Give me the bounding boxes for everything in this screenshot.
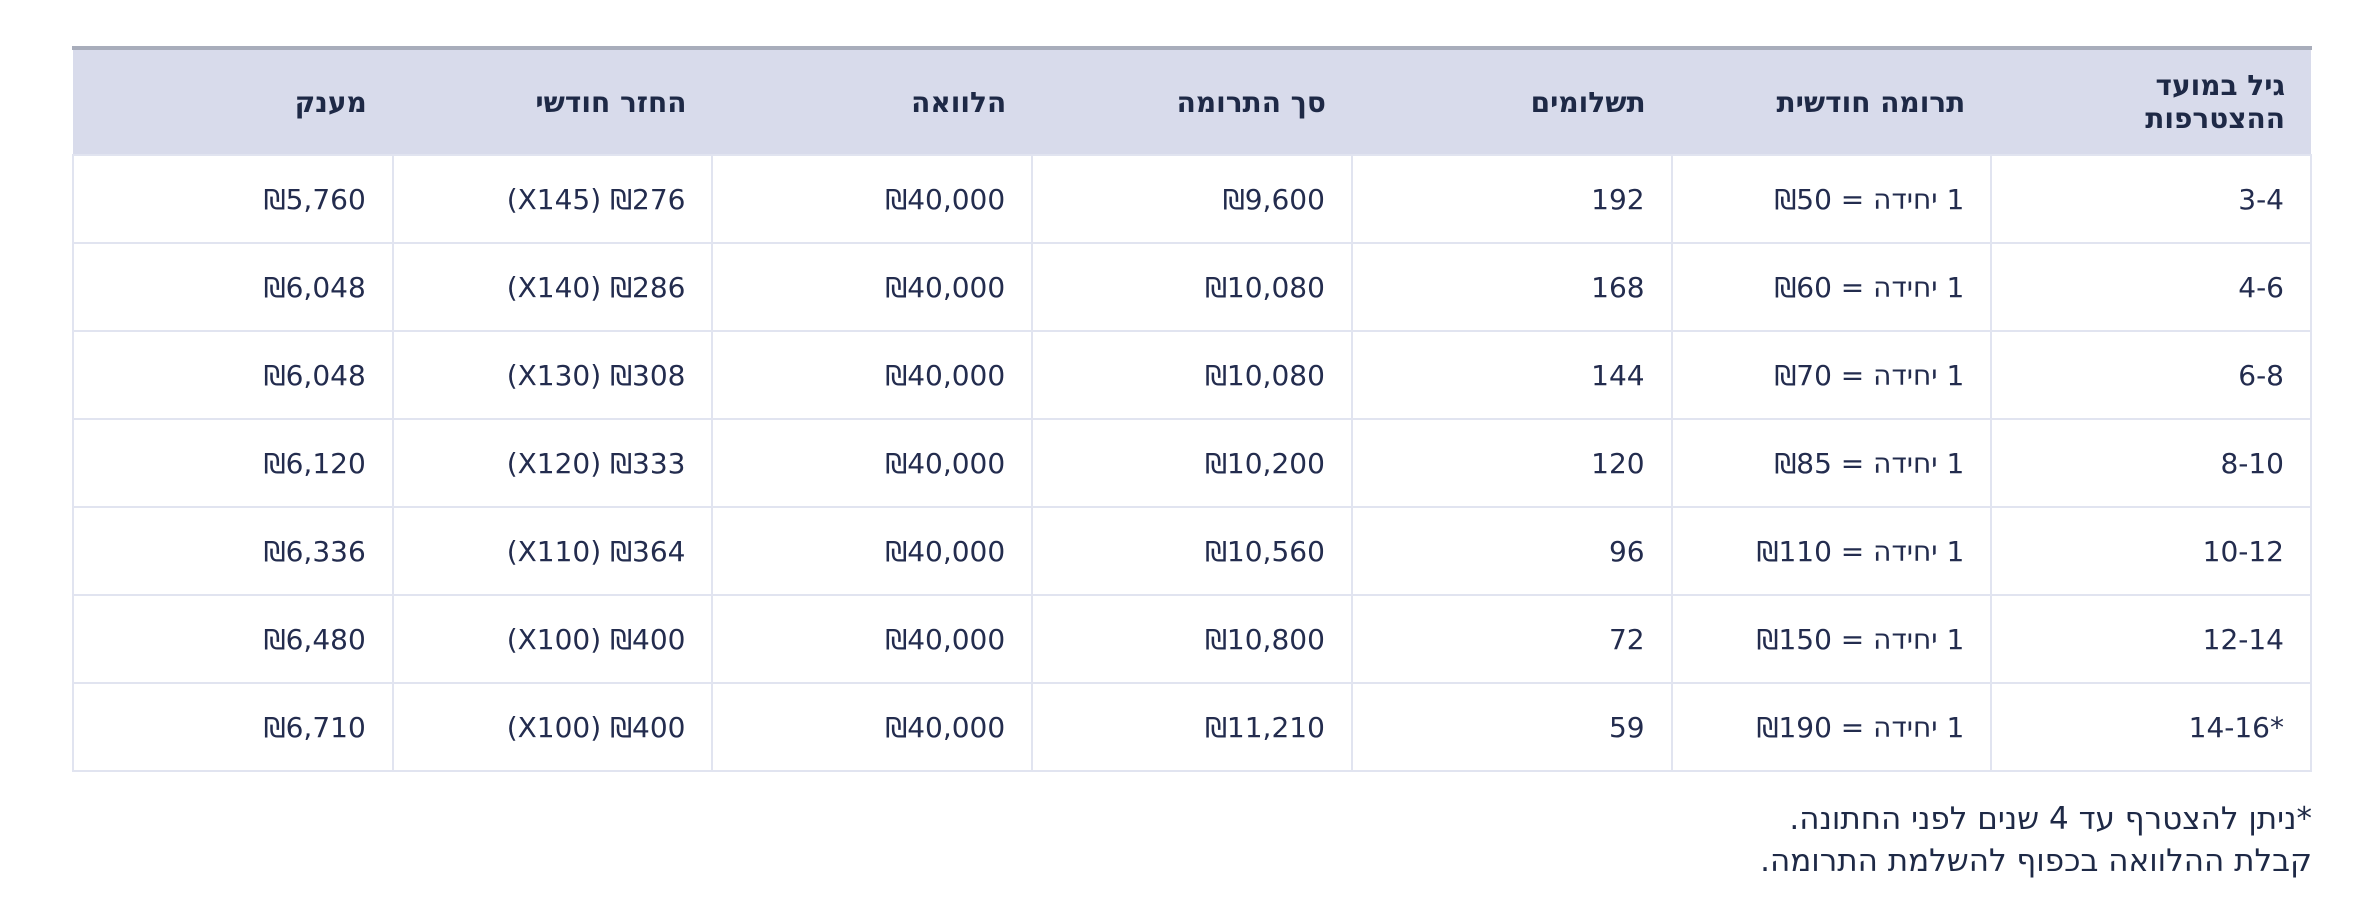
cell-payments: 120 [1350, 418, 1673, 508]
cell-monthly-repayment: ₪276 (X145) [391, 154, 714, 244]
column-header-grant: מענק [73, 50, 393, 155]
cell-grant: ₪5,760 [72, 154, 394, 244]
cell-monthly-contribution: 1 יחידה = ₪110 [1670, 506, 1993, 596]
cell-total-contribution: ₪10,080 [1031, 242, 1353, 332]
footnotes: *ניתן להצטרף עד 4 שנים לפני החתונה. קבלת… [1760, 798, 2312, 882]
cell-grant: ₪6,336 [72, 506, 394, 596]
cell-monthly-repayment: ₪286 (X140) [391, 242, 714, 332]
cell-grant: ₪6,120 [72, 418, 394, 508]
cell-age: *14-16 [1990, 682, 2312, 772]
table-row: 6-8 1 יחידה = ₪70 144 ₪10,080 ₪40,000 ₪3… [72, 330, 2312, 420]
table-row: 8-10 1 יחידה = ₪85 120 ₪10,200 ₪40,000 ₪… [72, 418, 2312, 508]
table-row: 10-12 1 יחידה = ₪110 96 ₪10,560 ₪40,000 … [72, 506, 2312, 596]
cell-grant: ₪6,710 [72, 682, 394, 772]
cell-monthly-contribution: 1 יחידה = ₪85 [1670, 418, 1993, 508]
cell-total-contribution: ₪11,210 [1031, 682, 1353, 772]
cell-age: 8-10 [1990, 418, 2312, 508]
column-header-monthly-contribution: תרומה חודשית [1671, 50, 1992, 155]
column-header-loan: הלוואה [712, 50, 1033, 155]
table-row: *14-16 1 יחידה = ₪190 59 ₪11,210 ₪40,000… [72, 682, 2312, 772]
cell-monthly-repayment: ₪364 (X110) [391, 506, 714, 596]
cell-age: 4-6 [1990, 242, 2312, 332]
cell-monthly-repayment: ₪400 (X100) [391, 682, 714, 772]
cell-monthly-repayment: ₪308 (X130) [391, 330, 714, 420]
cell-loan: ₪40,000 [711, 154, 1034, 244]
contribution-plan-table: גיל במועד ההצטרפות תרומה חודשית תשלומים … [72, 46, 2312, 772]
cell-grant: ₪6,480 [72, 594, 394, 684]
cell-loan: ₪40,000 [711, 330, 1034, 420]
cell-monthly-contribution: 1 יחידה = ₪50 [1670, 154, 1993, 244]
cell-age: 12-14 [1990, 594, 2312, 684]
cell-monthly-contribution: 1 יחידה = ₪70 [1670, 330, 1993, 420]
cell-payments: 192 [1350, 154, 1673, 244]
cell-monthly-repayment: ₪400 (X100) [391, 594, 714, 684]
cell-loan: ₪40,000 [711, 418, 1034, 508]
cell-payments: 168 [1350, 242, 1673, 332]
cell-payments: 72 [1350, 594, 1673, 684]
table-row: 3-4 1 יחידה = ₪50 192 ₪9,600 ₪40,000 ₪27… [72, 154, 2312, 244]
column-header-total-contribution: סך התרומה [1032, 50, 1352, 155]
cell-monthly-contribution: 1 יחידה = ₪190 [1670, 682, 1993, 772]
cell-total-contribution: ₪10,800 [1031, 594, 1353, 684]
footnote-line: *ניתן להצטרף עד 4 שנים לפני החתונה. [1789, 801, 2312, 837]
cell-monthly-contribution: 1 יחידה = ₪60 [1670, 242, 1993, 332]
cell-payments: 59 [1350, 682, 1673, 772]
cell-monthly-contribution: 1 יחידה = ₪150 [1670, 594, 1993, 684]
cell-age: 6-8 [1990, 330, 2312, 420]
column-header-age: גיל במועד ההצטרפות [1991, 50, 2311, 155]
cell-payments: 144 [1350, 330, 1673, 420]
cell-total-contribution: ₪10,200 [1031, 418, 1353, 508]
footnote-line: קבלת ההלוואה בכפוף להשלמת התרומה. [1760, 843, 2312, 879]
cell-loan: ₪40,000 [711, 682, 1034, 772]
cell-loan: ₪40,000 [711, 594, 1034, 684]
cell-loan: ₪40,000 [711, 242, 1034, 332]
column-header-payments: תשלומים [1351, 50, 1672, 155]
cell-payments: 96 [1350, 506, 1673, 596]
cell-monthly-repayment: ₪333 (X120) [391, 418, 714, 508]
cell-total-contribution: ₪9,600 [1031, 154, 1353, 244]
cell-grant: ₪6,048 [72, 242, 394, 332]
cell-loan: ₪40,000 [711, 506, 1034, 596]
column-header-monthly-repayment: החזר חודשי [392, 50, 713, 155]
table-row: 12-14 1 יחידה = ₪150 72 ₪10,800 ₪40,000 … [72, 594, 2312, 684]
table-row: 4-6 1 יחידה = ₪60 168 ₪10,080 ₪40,000 ₪2… [72, 242, 2312, 332]
data-table: גיל במועד ההצטרפות תרומה חודשית תשלומים … [72, 50, 2312, 772]
cell-age: 10-12 [1990, 506, 2312, 596]
cell-age: 3-4 [1990, 154, 2312, 244]
cell-total-contribution: ₪10,560 [1031, 506, 1353, 596]
cell-grant: ₪6,048 [72, 330, 394, 420]
cell-total-contribution: ₪10,080 [1031, 330, 1353, 420]
header-row: גיל במועד ההצטרפות תרומה חודשית תשלומים … [73, 50, 2311, 155]
